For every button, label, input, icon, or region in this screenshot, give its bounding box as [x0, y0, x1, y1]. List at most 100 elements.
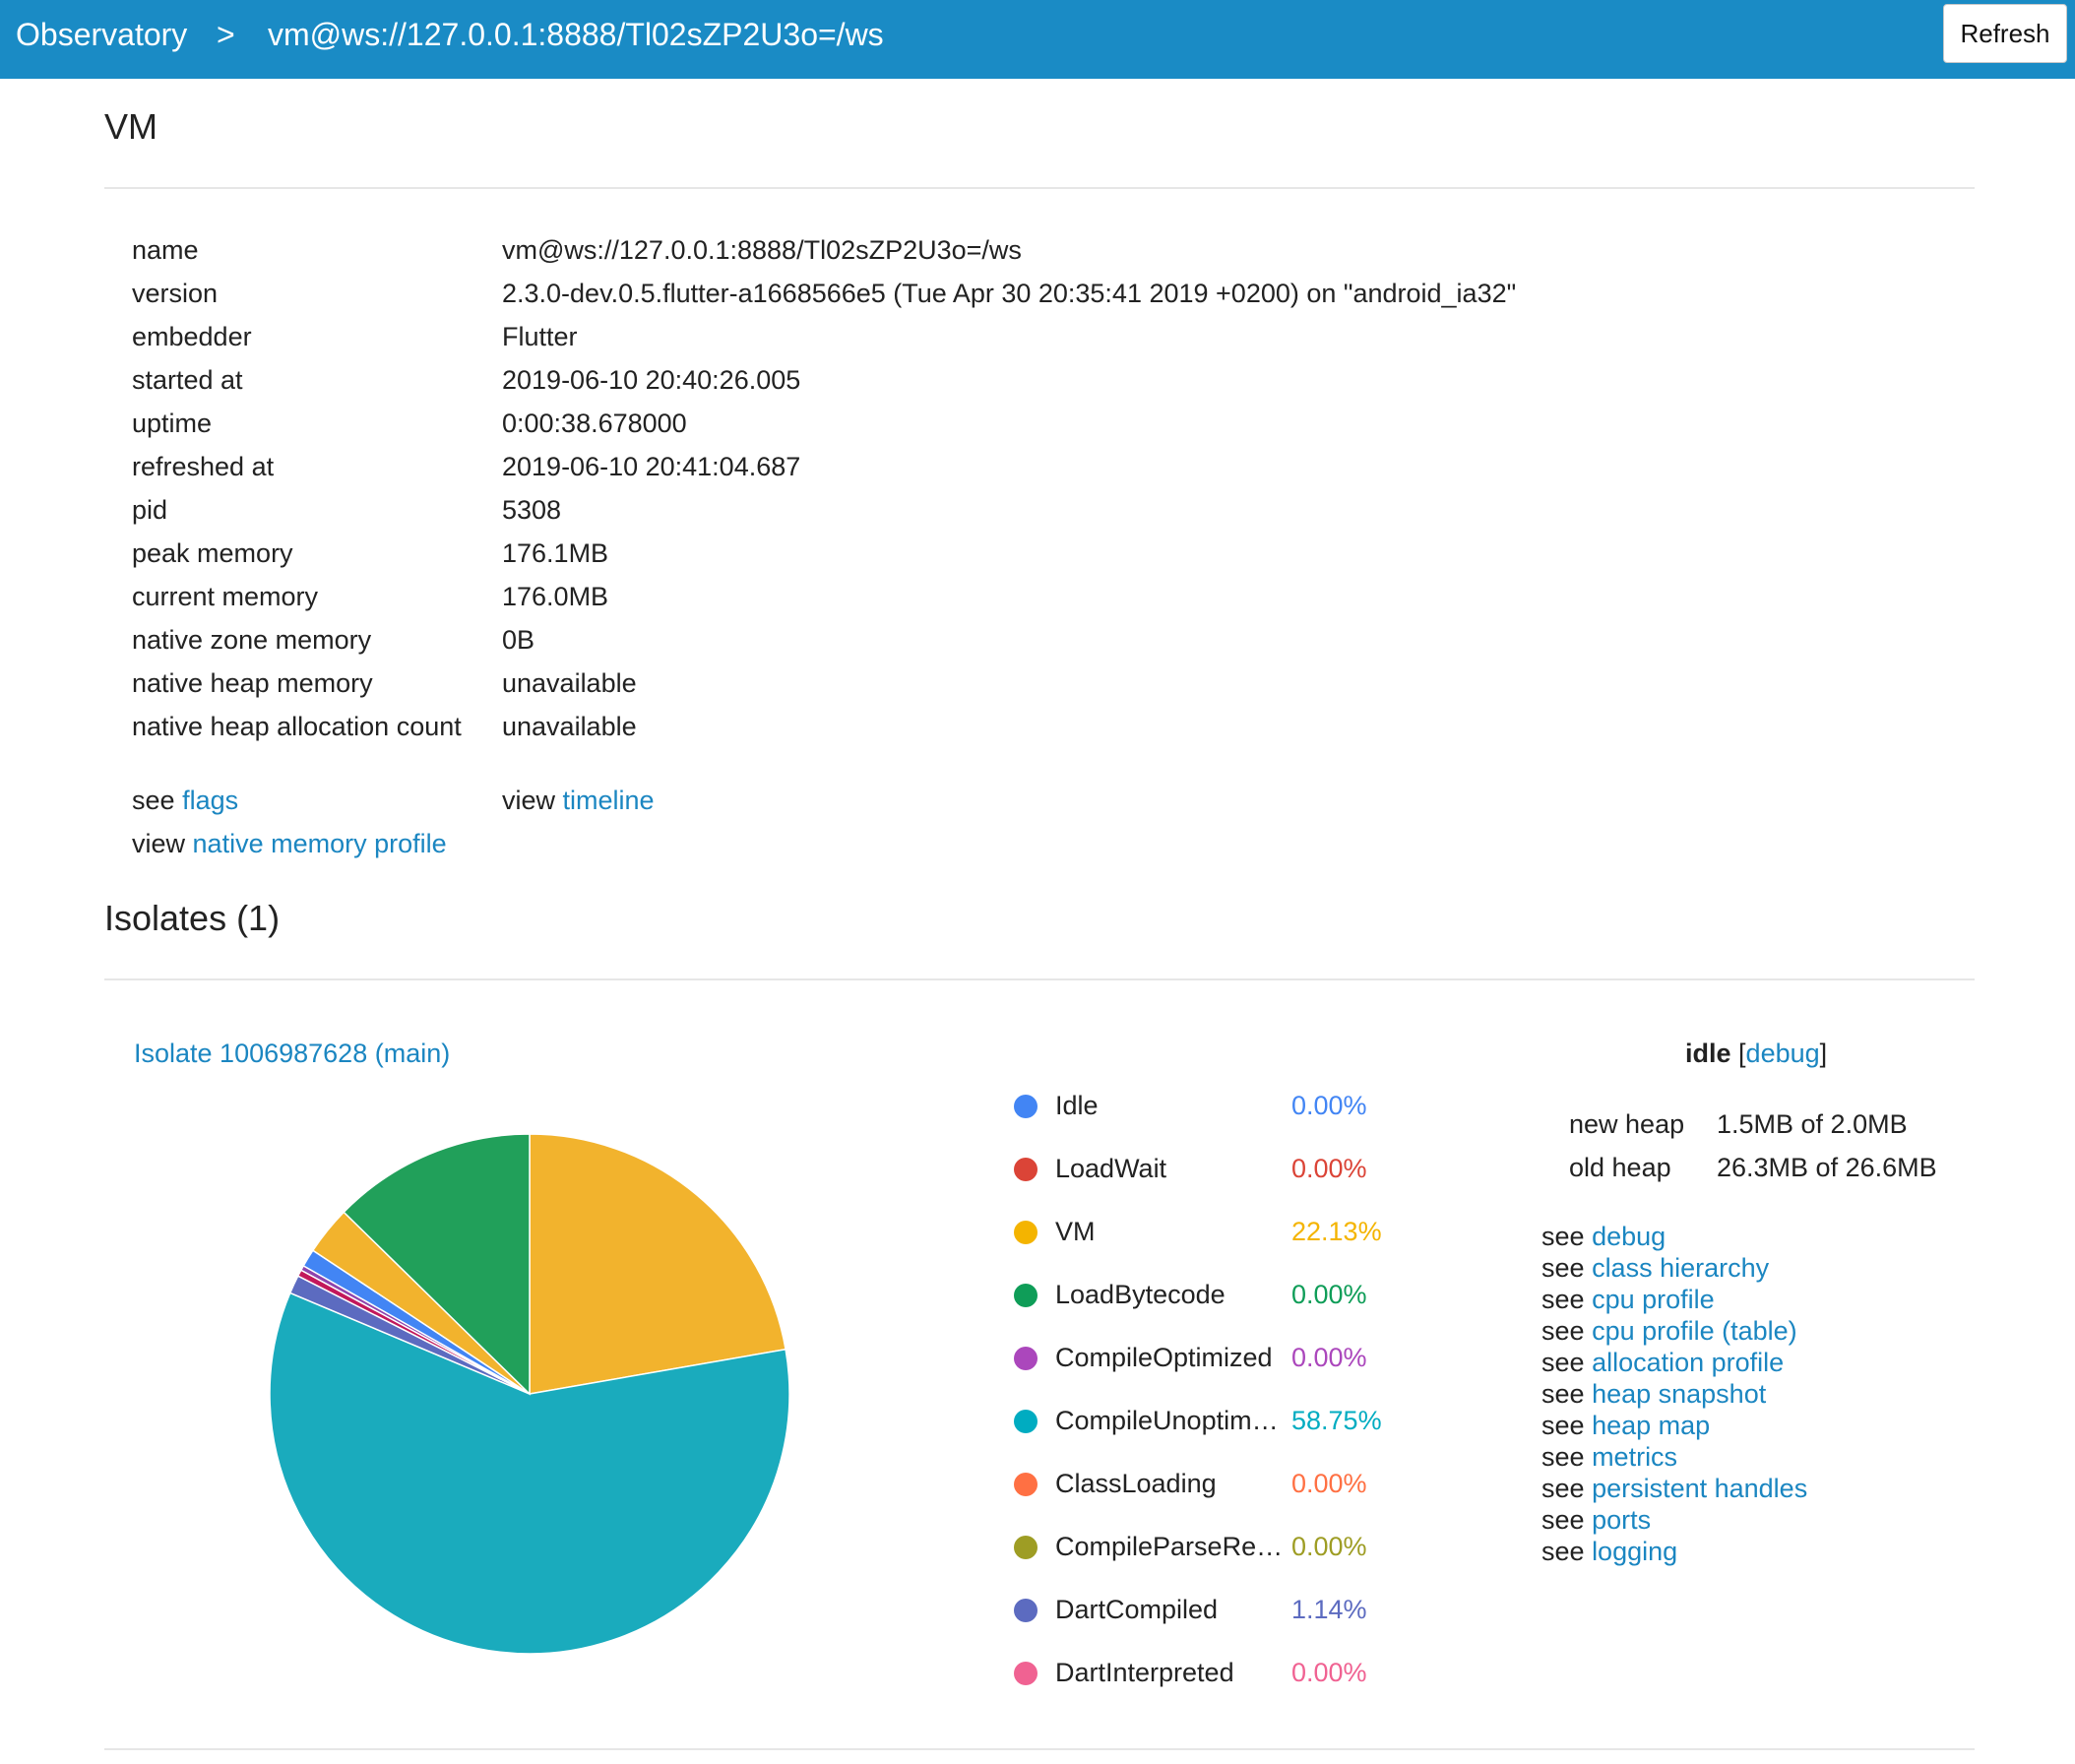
isolate-state: idle: [1685, 1039, 1731, 1068]
breadcrumb-observatory[interactable]: Observatory: [16, 17, 188, 52]
vm-property-value: 2019-06-10 20:40:26.005: [502, 365, 801, 395]
breadcrumb-vm[interactable]: vm@ws://127.0.0.1:8888/Tl02sZP2U3o=/ws: [268, 17, 884, 52]
legend-value: 0.00%: [1291, 1091, 1367, 1120]
legend-swatch: [1014, 1221, 1038, 1244]
bracket-open: [: [1738, 1039, 1746, 1068]
legend-value: 0.00%: [1291, 1343, 1367, 1372]
vm-property-label: refreshed at: [132, 452, 275, 481]
see-prefix: see: [1541, 1285, 1585, 1314]
legend-value: 0.00%: [1291, 1154, 1367, 1183]
heap-value: 26.3MB of 26.6MB: [1717, 1153, 1937, 1182]
legend-label: CompileParseRe…: [1055, 1532, 1284, 1561]
class-hierarchy-link[interactable]: class hierarchy: [1592, 1253, 1770, 1283]
view-prefix: view: [502, 786, 556, 815]
logging-link[interactable]: logging: [1592, 1537, 1678, 1566]
see-link-row: see heap map: [1541, 1410, 1807, 1441]
heap-label: new heap: [1569, 1109, 1685, 1139]
legend-label: VM: [1055, 1217, 1096, 1246]
legend-item: Idle 0.00%: [1012, 1087, 1406, 1126]
legend-value: 58.75%: [1291, 1406, 1382, 1435]
timeline-link[interactable]: timeline: [562, 786, 655, 815]
see-prefix: see: [1541, 1442, 1585, 1472]
legend-label: ClassLoading: [1055, 1469, 1217, 1498]
see-link-row: see debug: [1541, 1221, 1807, 1252]
refresh-button[interactable]: Refresh: [1943, 4, 2067, 63]
breadcrumb-separator: >: [217, 17, 235, 52]
view-native-memory-row: view native memory profile: [132, 829, 447, 859]
bracket-close: ]: [1819, 1039, 1828, 1068]
see-link-row: see heap snapshot: [1541, 1378, 1807, 1410]
isolate-see-links: see debug see class hierarchy see cpu pr…: [1541, 1221, 1807, 1567]
divider: [104, 978, 1975, 980]
vm-property-label: name: [132, 235, 199, 265]
legend-label: LoadWait: [1055, 1154, 1167, 1183]
legend-swatch: [1014, 1095, 1038, 1118]
isolate-link[interactable]: Isolate 1006987628 (main): [134, 1039, 451, 1068]
pie-slice: [343, 1133, 531, 1396]
legend-value: 22.13%: [1291, 1217, 1382, 1246]
pie-slice: [529, 1133, 786, 1395]
vm-property-label: native zone memory: [132, 625, 372, 655]
native-memory-profile-link[interactable]: native memory profile: [192, 829, 447, 858]
legend-item: DartCompiled 1.14%: [1012, 1591, 1406, 1630]
legend-value: 0.00%: [1291, 1532, 1367, 1561]
legend-swatch: [1014, 1599, 1038, 1622]
heap-label: old heap: [1569, 1153, 1671, 1182]
vm-property-label: peak memory: [132, 538, 293, 568]
see-prefix: see: [132, 786, 175, 815]
divider: [104, 1748, 1975, 1750]
status-debug-link[interactable]: debug: [1745, 1039, 1820, 1068]
vm-property-label: current memory: [132, 582, 319, 611]
legend-item: DartInterpreted 0.00%: [1012, 1654, 1406, 1693]
flags-link[interactable]: flags: [182, 786, 239, 815]
see-link-row: see cpu profile (table): [1541, 1315, 1807, 1347]
legend-value: 0.00%: [1291, 1469, 1367, 1498]
metrics-link[interactable]: metrics: [1592, 1442, 1678, 1472]
legend-item: LoadBytecode 0.00%: [1012, 1276, 1406, 1315]
isolates-heading: Isolates (1): [104, 898, 281, 938]
cpu-profile-table-link[interactable]: cpu profile (table): [1592, 1316, 1797, 1346]
legend-label: DartCompiled: [1055, 1595, 1219, 1624]
legend-swatch: [1014, 1347, 1038, 1370]
legend-item: VM 22.13%: [1012, 1213, 1406, 1252]
see-prefix: see: [1541, 1411, 1585, 1440]
vm-property-value: unavailable: [502, 712, 637, 741]
legend-swatch: [1014, 1473, 1038, 1496]
heap-table: new heap 1.5MB of 2.0MB old heap 26.3MB of…: [1569, 1102, 1937, 1189]
legend-item: CompileOptimized 0.00%: [1012, 1339, 1406, 1378]
vm-property-value: 0:00:38.678000: [502, 409, 687, 438]
legend-swatch: [1014, 1662, 1038, 1685]
vm-property-label: uptime: [132, 409, 213, 438]
vm-property-value: 2019-06-10 20:41:04.687: [502, 452, 801, 481]
vm-property-label: version: [132, 279, 219, 308]
legend-swatch: [1014, 1536, 1038, 1559]
vm-property-label: native heap allocation count: [132, 712, 462, 741]
view-timeline-row: view timeline: [502, 786, 655, 816]
allocation-profile-link[interactable]: allocation profile: [1592, 1348, 1785, 1377]
see-link-row: see class hierarchy: [1541, 1252, 1807, 1284]
persistent-handles-link[interactable]: persistent handles: [1592, 1474, 1808, 1503]
ports-link[interactable]: ports: [1592, 1505, 1652, 1535]
vm-property-label: embedder: [132, 322, 252, 351]
heap-snapshot-link[interactable]: heap snapshot: [1592, 1379, 1767, 1409]
see-prefix: see: [1541, 1505, 1585, 1535]
vm-property-value: 2.3.0-dev.0.5.flutter-a1668566e5 (Tue Ap…: [502, 279, 1517, 308]
see-prefix: see: [1541, 1474, 1585, 1503]
legend-label: LoadBytecode: [1055, 1280, 1226, 1309]
heap-value: 1.5MB of 2.0MB: [1717, 1109, 1908, 1139]
vm-property-value: unavailable: [502, 668, 637, 698]
see-flags-row: see flags: [132, 786, 238, 816]
legend-label: CompileUnoptim…: [1055, 1406, 1279, 1435]
heap-row: new heap 1.5MB of 2.0MB: [1569, 1102, 1937, 1146]
see-link-row: see persistent handles: [1541, 1473, 1807, 1504]
vm-property-values: vm@ws://127.0.0.1:8888/Tl02sZP2U3o=/ws 2…: [502, 228, 1516, 748]
legend-value: 0.00%: [1291, 1658, 1367, 1687]
heap-row: old heap 26.3MB of 26.6MB: [1569, 1146, 1937, 1189]
debug-link[interactable]: debug: [1592, 1222, 1666, 1251]
cpu-profile-link[interactable]: cpu profile: [1592, 1285, 1715, 1314]
divider: [104, 187, 1975, 189]
isolate-status: idle [debug]: [1685, 1039, 1827, 1069]
see-link-row: see cpu profile: [1541, 1284, 1807, 1315]
heap-map-link[interactable]: heap map: [1592, 1411, 1711, 1440]
legend-swatch: [1014, 1410, 1038, 1433]
